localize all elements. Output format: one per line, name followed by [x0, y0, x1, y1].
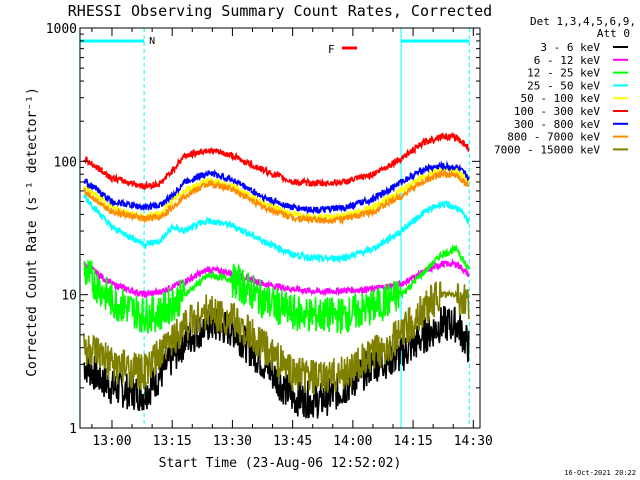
x-tick-label: 13:15 [153, 434, 192, 449]
y-axis-label: Corrected Count Rate (s⁻¹ detector⁻¹) [25, 87, 40, 377]
legend-header-2: Att 0 [597, 27, 630, 40]
legend-label: 6 - 12 keV [534, 54, 601, 67]
legend-label: 300 - 800 keV [514, 118, 600, 131]
legend-label: 25 - 50 keV [527, 79, 600, 92]
flare-label: F [328, 43, 335, 56]
x-tick-label: 13:30 [213, 434, 252, 449]
legend-label: 7000 - 15000 keV [494, 143, 600, 156]
axes: 13:00 13:15 13:30 13:45 14:00 14:15 14:30 1 10 10… [46, 22, 493, 449]
series-line-7 [83, 160, 470, 215]
series-line-2 [83, 258, 470, 299]
legend-label: 100 - 300 keV [514, 105, 600, 118]
legend-label: 800 - 7000 keV [507, 131, 600, 144]
legend-label: 12 - 25 keV [527, 67, 600, 80]
x-tick-label: 14:00 [333, 434, 372, 449]
x-axis-label: Start Time (23-Aug-06 12:52:02) [159, 456, 402, 471]
y-tick-label: 1000 [46, 22, 77, 37]
legend-label: 50 - 100 keV [521, 92, 601, 105]
chart-title: RHESSI Observing Summary Count Rates, Co… [68, 2, 492, 20]
series-line-3 [83, 244, 470, 334]
legend-header-1: Det 1,3,4,5,6,9, [530, 15, 636, 28]
y-tick-label: 10 [61, 289, 77, 304]
night-label: N [149, 36, 155, 47]
x-tick-label: 13:00 [92, 434, 131, 449]
footer-timestamp: 16-Oct-2021 20:22 [564, 469, 636, 477]
y-tick-label: 100 [54, 155, 77, 170]
series-line-1 [83, 305, 470, 419]
series-line-8 [83, 169, 470, 226]
legend-label: 3 - 6 keV [540, 41, 600, 54]
plot-frame [79, 27, 481, 429]
series-line-4 [83, 192, 470, 264]
plot-area [83, 131, 470, 419]
x-tick-label: 14:15 [394, 434, 433, 449]
x-tick-label: 13:45 [273, 434, 312, 449]
series-line-6 [83, 131, 470, 191]
y-tick-label: 1 [69, 422, 77, 437]
x-tick-label: 14:30 [454, 434, 493, 449]
series-line-9 [83, 281, 470, 395]
